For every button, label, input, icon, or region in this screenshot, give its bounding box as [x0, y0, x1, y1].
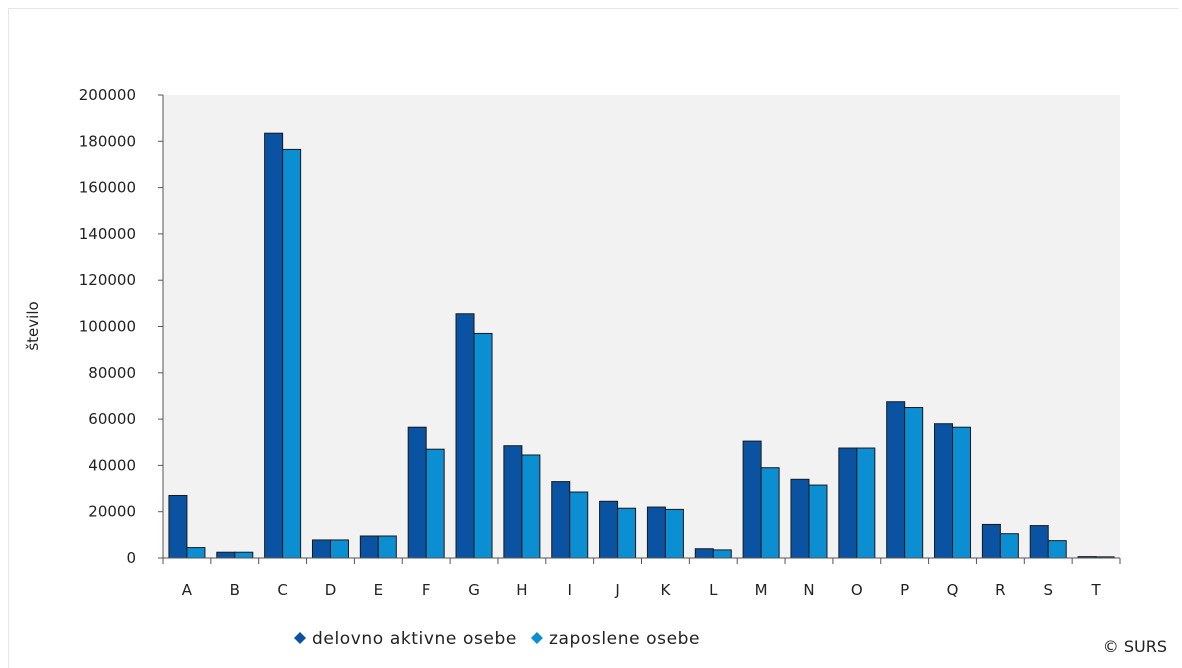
y-tick-label: 120000: [79, 271, 136, 289]
legend-label-series-2: zaposlene osebe: [549, 629, 700, 649]
x-tick-label-T: T: [1090, 581, 1101, 599]
x-tick-label-G: G: [468, 581, 480, 599]
legend-marker-series-2: [530, 632, 543, 644]
bar-R-series-2: [999, 533, 1019, 559]
bar-I-series-1: [551, 481, 571, 559]
x-tick-label-B: B: [230, 581, 240, 599]
axes-group: [158, 94, 1121, 564]
bar-J-series-2: [617, 507, 637, 559]
y-tick-label: 180000: [79, 132, 136, 150]
x-tick-label-L: L: [709, 581, 718, 599]
x-tick-label-H: H: [516, 581, 527, 599]
bar-N-series-2: [808, 484, 828, 559]
x-tick-label-K: K: [661, 581, 672, 599]
x-tick-label-P: P: [900, 581, 909, 599]
plot-area: [163, 95, 1120, 558]
x-tick-label-J: J: [614, 581, 619, 599]
bar-R-series-1: [981, 523, 1001, 559]
x-tick-label-N: N: [803, 581, 814, 599]
bar-E-series-1: [359, 535, 379, 559]
bar-E-series-2: [377, 535, 397, 559]
bar-O-series-1: [838, 447, 858, 559]
chart-frame: [8, 8, 1178, 668]
bar-M-series-1: [742, 440, 762, 559]
y-tick-label: 20000: [88, 503, 136, 521]
bar-C-series-1: [264, 132, 284, 559]
bar-O-series-2: [856, 447, 876, 559]
copyright-text: © SURS: [1103, 637, 1167, 656]
bar-G-series-2: [473, 332, 493, 559]
x-tick-label-D: D: [325, 581, 337, 599]
bar-H-series-2: [521, 454, 541, 559]
y-tick-label: 160000: [79, 179, 136, 197]
x-tick-label-F: F: [422, 581, 431, 599]
x-tick-label-C: C: [277, 581, 287, 599]
legend-label-series-1: delovno aktivne osebe: [312, 629, 517, 649]
bar-Q-series-2: [952, 426, 972, 559]
x-tick-label-A: A: [182, 581, 193, 599]
x-tick-label-Q: Q: [947, 581, 959, 599]
bar-A-series-2: [186, 547, 206, 559]
bar-M-series-2: [760, 467, 780, 559]
bar-D-series-2: [329, 539, 349, 559]
legend: delovno aktivne osebe zaposlene osebe: [294, 629, 700, 649]
bar-D-series-1: [311, 539, 331, 559]
x-tick-label-S: S: [1043, 581, 1053, 599]
x-tick-label-M: M: [755, 581, 768, 599]
bar-B-series-1: [216, 551, 236, 559]
bar-Q-series-1: [934, 423, 954, 559]
bar-I-series-2: [569, 491, 589, 559]
x-tick-label-O: O: [851, 581, 863, 599]
bar-S-series-1: [1029, 525, 1049, 559]
bars-group: [168, 132, 1115, 559]
bar-B-series-2: [234, 551, 254, 559]
legend-marker-series-1: [294, 632, 306, 644]
bar-N-series-1: [790, 478, 810, 559]
bar-G-series-1: [455, 313, 475, 559]
y-tick-label: 80000: [88, 364, 136, 382]
y-tick-label: 40000: [88, 456, 136, 474]
bar-F-series-2: [425, 448, 445, 559]
bar-C-series-2: [282, 148, 302, 559]
bar-P-series-1: [886, 401, 906, 559]
bar-J-series-1: [599, 500, 619, 559]
bar-K-series-1: [646, 506, 666, 559]
y-tick-label: 60000: [88, 410, 136, 428]
bar-H-series-1: [503, 445, 523, 559]
y-tick-label: 200000: [79, 86, 136, 104]
y-tick-label: 140000: [79, 225, 136, 243]
bar-P-series-2: [904, 407, 924, 559]
y-tick-label: 100000: [79, 318, 136, 336]
bar-S-series-2: [1047, 540, 1067, 559]
bar-K-series-2: [664, 508, 684, 559]
y-tick-labels: 0 20000 40000 60000 80000 100000 120000 140000 1…: [79, 86, 136, 567]
bar-A-series-1: [168, 494, 188, 559]
bar-L-series-1: [694, 548, 714, 559]
x-tick-label-E: E: [374, 581, 383, 599]
y-axis-label: število: [24, 301, 42, 350]
bar-L-series-2: [712, 549, 732, 559]
y-tick-label: 0: [126, 549, 136, 567]
x-tick-labels: A B C D E F G H I J K L M N O P Q R S T: [182, 581, 1102, 599]
bar-F-series-1: [407, 426, 427, 559]
x-tick-label-R: R: [995, 581, 1005, 599]
x-tick-label-I: I: [568, 581, 572, 599]
